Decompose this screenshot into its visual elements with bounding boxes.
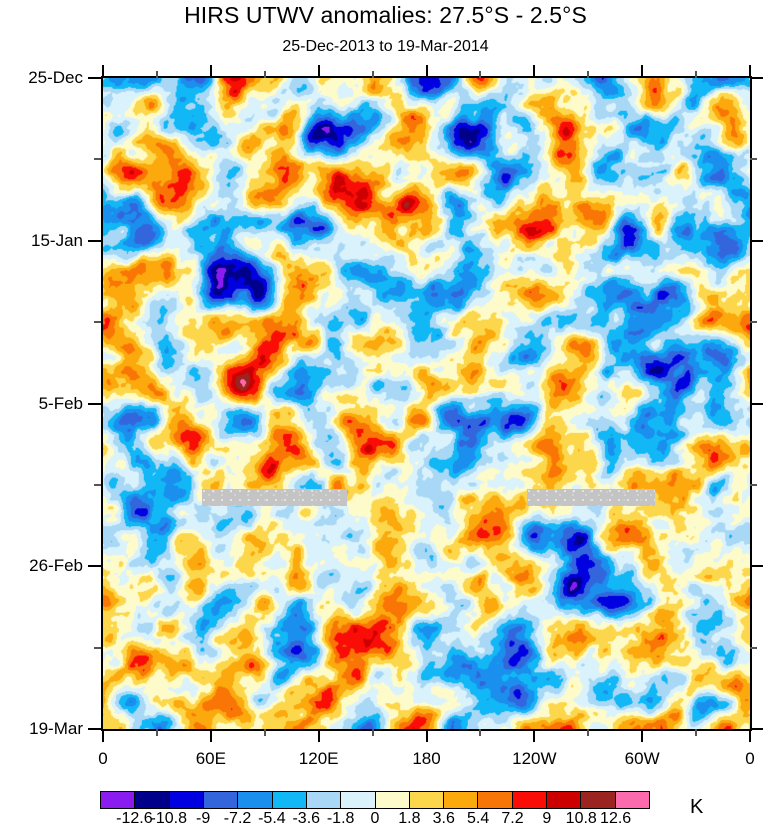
y-major-tick (88, 565, 101, 568)
colorbar-swatch-brick-red (581, 792, 616, 808)
colorbar-swatch-very-light-blue (341, 792, 376, 808)
colorbar-swatch-pink (615, 792, 649, 808)
colorbar-tick-label: 12.6 (600, 810, 632, 827)
colorbar-swatch-navy (135, 792, 170, 808)
colorbar-tick-label: 1.8 (398, 810, 421, 827)
chart-subtitle: 25-Dec-2013 to 19-Mar-2014 (282, 38, 489, 55)
x-minor-tick (155, 729, 158, 736)
colorbar (100, 791, 650, 809)
x-major-tick-top (533, 65, 536, 78)
hovmoller-plot-area (101, 76, 752, 731)
x-axis-tick-label: 60E (195, 749, 226, 768)
y-major-tick-right (750, 77, 763, 79)
y-minor-tick (94, 646, 101, 649)
y-minor-tick (94, 321, 101, 324)
y-minor-tick-right (750, 483, 757, 486)
x-major-tick (749, 729, 751, 742)
x-minor-tick-top (263, 71, 266, 78)
chart-title: HIRS UTWV anomalies: 27.5°S - 2.5°S (184, 2, 587, 28)
colorbar-tick-label: 5.4 (467, 810, 490, 827)
x-minor-tick (479, 729, 482, 736)
x-axis-tick-label: 0 (98, 749, 108, 768)
x-axis-tick-label: 120E (298, 749, 339, 768)
y-axis-tick-label: 19-Mar (29, 719, 83, 738)
y-minor-tick-right (750, 158, 757, 161)
y-axis-tick-label: 5-Feb (38, 393, 83, 413)
colorbar-swatch-blue (169, 792, 204, 808)
colorbar-swatch-red (512, 792, 548, 808)
y-major-tick (88, 728, 101, 730)
y-major-tick-right (750, 239, 763, 242)
missing-data-band-2 (527, 489, 655, 507)
colorbar-swatch-amber (444, 792, 479, 808)
colorbar-tick-label: 9 (542, 810, 552, 827)
x-minor-tick-top (479, 71, 482, 78)
x-axis-tick-label: 120W (512, 749, 557, 768)
colorbar-swatch-medium-blue (203, 792, 239, 808)
y-minor-tick (94, 158, 101, 161)
x-major-tick (317, 729, 320, 742)
colorbar-tick-label: 7.2 (501, 810, 524, 827)
colorbar-tick-label: 3.6 (432, 810, 455, 827)
colorbar-swatch-orange (478, 792, 513, 808)
y-major-tick-right (750, 728, 763, 730)
colorbar-tick-label: -12.6 (116, 810, 153, 827)
colorbar-tick-label: -9 (196, 810, 211, 827)
colorbar-tick-label: -1.8 (326, 810, 355, 827)
colorbar-tick-label: -10.8 (150, 810, 187, 827)
y-major-tick (88, 402, 101, 405)
y-major-tick (88, 77, 101, 79)
x-minor-tick-top (587, 71, 590, 78)
colorbar-swatch-gold (409, 792, 445, 808)
y-axis-tick-label: 26-Feb (29, 556, 83, 576)
colorbar-swatch-pale-yellow (375, 792, 410, 808)
colorbar-unit-label: K (690, 796, 704, 818)
colorbar-swatch-bright-blue (238, 792, 273, 808)
x-major-tick-top (425, 65, 428, 78)
y-major-tick-right (750, 402, 763, 405)
x-minor-tick (371, 729, 374, 736)
y-minor-tick (94, 483, 101, 486)
x-minor-tick-top (695, 71, 698, 78)
x-major-tick (425, 729, 428, 742)
colorbar-tick-label: 0 (370, 810, 380, 827)
colorbar-swatch-dark-red (547, 792, 582, 808)
colorbar-tick-label: 10.8 (565, 810, 597, 827)
colorbar-tick-labels: -12.6 -10.8 -9 -7.2 -5.4 -3.6 -1.8 0 1.8 3.6 5.4 7.… (0, 810, 771, 830)
x-major-tick-top (749, 65, 751, 78)
y-minor-tick-right (750, 321, 757, 324)
y-minor-tick-right (750, 646, 757, 649)
y-axis-tick-label: 15-Jan (31, 230, 83, 250)
missing-data-band-1 (201, 489, 348, 507)
colorbar-tick-label: -3.6 (292, 810, 321, 827)
y-major-tick (88, 239, 101, 242)
x-major-tick (533, 729, 536, 742)
colorbar-swatch-violet (101, 792, 136, 808)
x-major-tick-top (102, 65, 104, 78)
anomaly-field (103, 78, 750, 729)
x-minor-tick (263, 729, 266, 736)
colorbar-tick-label: -5.4 (258, 810, 286, 827)
x-major-tick (102, 729, 104, 742)
x-minor-tick-top (371, 71, 374, 78)
x-axis-tick-label: 0 (745, 749, 755, 768)
colorbar-swatch-cyan-blue (272, 792, 307, 808)
x-major-tick-top (317, 65, 320, 78)
x-axis-tick-label: 60W (624, 749, 660, 768)
x-major-tick (209, 729, 212, 742)
x-major-tick-top (641, 65, 644, 78)
colorbar-tick-label: -7.2 (223, 810, 252, 827)
x-major-tick (641, 729, 644, 742)
colorbar-swatch-light-blue (306, 792, 342, 808)
x-major-tick-top (209, 65, 212, 78)
x-minor-tick (587, 729, 590, 736)
x-minor-tick (695, 729, 698, 736)
x-minor-tick-top (155, 71, 158, 78)
y-axis-tick-label: 25-Dec (28, 68, 83, 87)
y-major-tick-right (750, 565, 763, 568)
x-axis-tick-label: 180 (412, 749, 441, 768)
